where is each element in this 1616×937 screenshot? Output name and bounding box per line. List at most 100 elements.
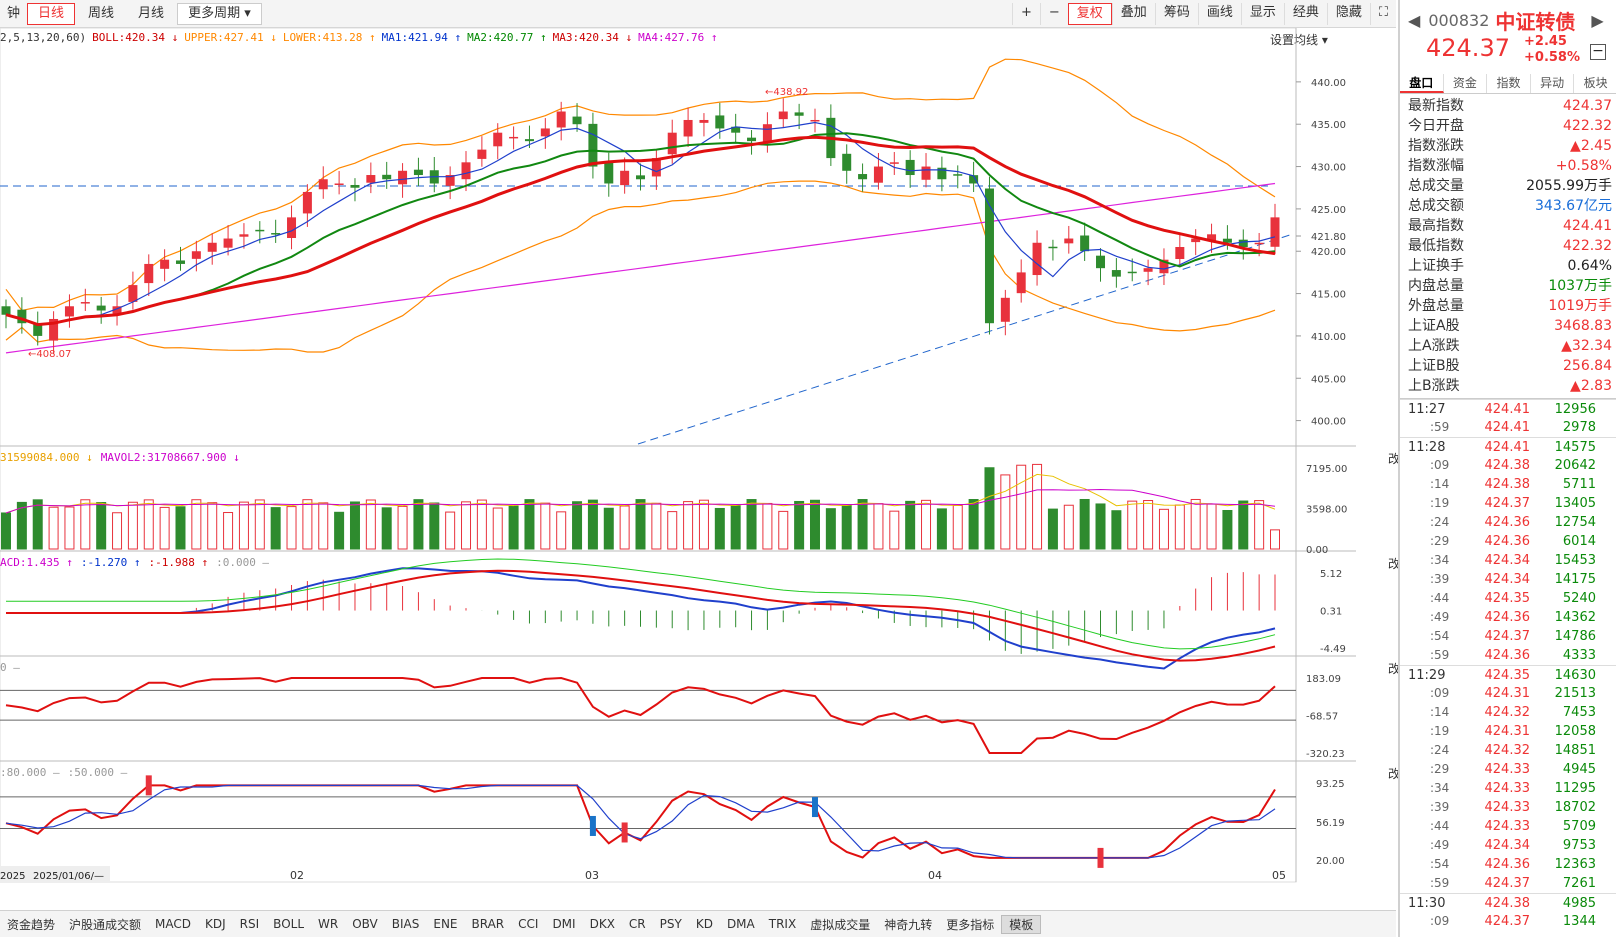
quote-tab-0[interactable]: 盘口 xyxy=(1400,74,1444,93)
tool-button-3[interactable]: 画线 xyxy=(1197,3,1241,25)
candle-body xyxy=(112,306,122,314)
candle-body xyxy=(651,158,661,177)
price-axis-label: 415.00 xyxy=(1311,290,1346,301)
legend-item: UPPER:427.41 ↓ xyxy=(184,31,277,44)
volume-bar xyxy=(413,499,424,550)
indicator-tab-17[interactable]: DMA xyxy=(726,917,755,931)
indicator-tab-1[interactable]: 沪股通成交额 xyxy=(69,917,142,932)
indicator-tab-0[interactable]: 资金趋势 xyxy=(7,917,56,932)
period-tab-0[interactable]: 钟 xyxy=(7,5,21,21)
tick-volume: 2978 xyxy=(1562,420,1596,435)
candle-body xyxy=(334,183,344,185)
volume-bar xyxy=(619,505,630,550)
volume-bar xyxy=(429,502,440,550)
tick-price: 424.36 xyxy=(1484,648,1531,663)
tick-time: :24 xyxy=(1430,515,1450,529)
indicator-tab-3[interactable]: KDJ xyxy=(205,917,226,931)
kline-chart[interactable]: 440.00 435.00 430.00 425.00 421.80 420.00 415.… xyxy=(0,28,1356,910)
collapse-icon[interactable]: − xyxy=(1590,44,1606,60)
candle-body xyxy=(810,119,820,122)
set-ma-button[interactable]: 设置均线 ▾ xyxy=(1270,33,1328,47)
change-value: +2.45 xyxy=(1524,34,1567,49)
tool-button-7[interactable]: ⛶ xyxy=(1369,3,1396,25)
price-axis-label: 430.00 xyxy=(1311,163,1346,174)
indicator-tab-18[interactable]: TRIX xyxy=(768,917,797,931)
indicator-tab-13[interactable]: DKX xyxy=(589,917,615,931)
indicator-tab-8[interactable]: BIAS xyxy=(391,917,420,931)
indicator-tab-21[interactable]: 更多指标 xyxy=(946,917,995,932)
volume-bar xyxy=(1206,503,1217,550)
candle-body xyxy=(239,234,249,237)
indicator-tab-22[interactable]: 模板 xyxy=(1001,914,1042,934)
tick-volume: 5709 xyxy=(1562,819,1596,834)
volume-bar xyxy=(889,510,900,550)
tick-price: 424.33 xyxy=(1484,800,1531,815)
indicator-tab-19[interactable]: 虚拟成交量 xyxy=(810,917,871,932)
volume-bar xyxy=(508,505,519,550)
volume-bar xyxy=(461,501,472,550)
indicator-tab-20[interactable]: 神奇九转 xyxy=(884,917,933,932)
tick-volume: 4945 xyxy=(1562,762,1596,777)
indicator-tab-16[interactable]: KD xyxy=(695,917,713,931)
next-stock-icon[interactable]: ▶ xyxy=(1591,10,1604,30)
volume-bar xyxy=(1158,508,1169,550)
tick-row: :29 424.33 4945 xyxy=(1400,760,1616,779)
indicator-tab-9[interactable]: ENE xyxy=(433,917,458,931)
tick-row: :49 424.36 14362 xyxy=(1400,608,1616,627)
tool-button-2[interactable]: 筹码 xyxy=(1154,3,1198,25)
indicator-tab-12[interactable]: DMI xyxy=(552,917,576,931)
stock-name: 中证转债 xyxy=(1495,9,1576,34)
tool-button-6[interactable]: 隐藏 xyxy=(1326,3,1370,25)
tick-volume: 20642 xyxy=(1554,458,1596,473)
period-tab-1[interactable]: 日线 xyxy=(27,2,76,25)
tick-price: 424.41 xyxy=(1484,402,1531,417)
indicator-tab-4[interactable]: RSI xyxy=(239,917,260,931)
tick-time: :49 xyxy=(1430,838,1450,852)
volume-bar xyxy=(476,499,487,550)
indicator-tab-6[interactable]: WR xyxy=(318,917,339,931)
tick-volume: 14786 xyxy=(1554,629,1596,644)
candle-body xyxy=(302,191,312,214)
period-tab-3[interactable]: 月线 xyxy=(138,5,165,21)
indicator-tab-11[interactable]: CCI xyxy=(518,917,539,931)
tool-button-4[interactable]: 显示 xyxy=(1240,3,1284,25)
tool-button-1[interactable]: 叠加 xyxy=(1111,3,1155,25)
legend-item: BOLL:420.34 ↓ xyxy=(92,31,179,44)
zoom-out-button[interactable]: − xyxy=(1039,3,1068,25)
tick-list[interactable]: 11:27 424.41 12956:59 424.41 2978 11:28 424.41… xyxy=(1400,398,1616,931)
candle-body xyxy=(1111,270,1121,277)
indicator-tab-5[interactable]: BOLL xyxy=(273,917,305,931)
indicator-tab-15[interactable]: PSY xyxy=(659,917,682,931)
quote-tab-3[interactable]: 异动 xyxy=(1531,74,1575,93)
period-tab-4[interactable]: 更多周期 ▾ xyxy=(177,2,262,25)
quote-tab-1[interactable]: 资金 xyxy=(1444,74,1488,93)
kdj-signal-mark xyxy=(621,822,628,843)
zoom-in-button[interactable]: + xyxy=(1011,3,1040,25)
stat-label: 上证B股 xyxy=(1408,358,1460,374)
volume-bar xyxy=(968,499,979,550)
indicator-tab-14[interactable]: CR xyxy=(628,917,646,931)
period-tab-2[interactable]: 周线 xyxy=(88,5,115,21)
tool-button-5[interactable]: 经典 xyxy=(1283,3,1327,25)
candle-body xyxy=(1048,246,1058,249)
tick-time: :59 xyxy=(1430,648,1450,662)
tick-time: :59 xyxy=(1430,420,1450,434)
quote-tab-4[interactable]: 板块 xyxy=(1574,74,1616,93)
stat-row: 内盘总量 1037万手 xyxy=(1400,276,1616,296)
tick-price: 424.37 xyxy=(1484,876,1531,891)
tick-row: :44 424.33 5709 xyxy=(1400,817,1616,836)
indicator-tab-10[interactable]: BRAR xyxy=(471,917,505,931)
stat-row: 最高指数 424.41 xyxy=(1400,216,1616,236)
tick-volume: 7453 xyxy=(1562,705,1596,720)
indicator-tab-2[interactable]: MACD xyxy=(155,917,192,931)
quote-tab-2[interactable]: 指数 xyxy=(1487,74,1531,93)
indicator-tab-7[interactable]: OBV xyxy=(352,917,378,931)
tick-time: :29 xyxy=(1430,762,1450,776)
prev-stock-icon[interactable]: ◀ xyxy=(1408,10,1421,30)
volume-bar xyxy=(825,508,836,550)
high-label: ←438.92 xyxy=(765,87,808,98)
tool-button-0[interactable]: 复权 xyxy=(1067,3,1112,25)
volume-bar xyxy=(381,507,392,550)
legend-item: MA1:421.94 ↑ xyxy=(381,31,462,44)
tick-row: :54 424.37 14786 xyxy=(1400,627,1616,646)
